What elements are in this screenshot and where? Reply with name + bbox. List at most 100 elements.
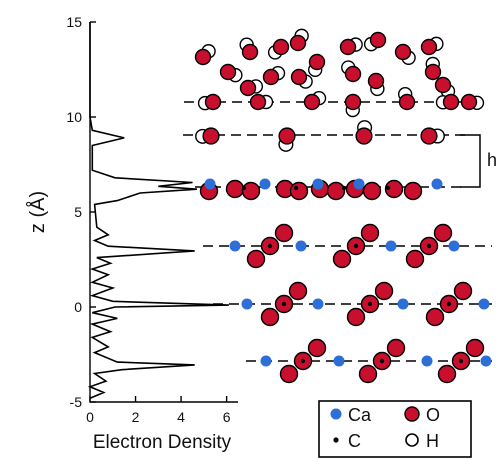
oxygen-atom <box>308 53 326 71</box>
y-tick-label: 10 <box>66 109 82 125</box>
oxygen-atom <box>288 281 308 301</box>
calcium-atom <box>448 240 460 252</box>
oxygen-atom <box>339 38 357 56</box>
oxygen-atom <box>246 249 266 269</box>
oxygen-atom <box>465 338 485 358</box>
oxygen-atom <box>420 127 438 145</box>
surface-structure: h <box>183 28 497 384</box>
oxygen-atom <box>278 127 296 145</box>
legend-c-label: C <box>348 431 361 451</box>
calcium-atom <box>480 355 492 367</box>
electron-density-curve <box>87 22 229 399</box>
oxygen-atom <box>453 281 473 301</box>
oxygen-atom <box>398 93 416 111</box>
oxygen-atom <box>374 281 394 301</box>
oxygen-atom <box>204 93 222 111</box>
carbon-atom <box>353 243 359 249</box>
oxygen-atom <box>332 249 352 269</box>
oxygen-atom <box>367 72 385 90</box>
oxygen-atom <box>290 68 308 86</box>
oxygen-atom <box>362 181 382 201</box>
oxygen-atom <box>355 127 373 145</box>
calcium-atom <box>421 355 433 367</box>
calcium-atom <box>333 355 345 367</box>
oxygen-atom <box>194 48 212 66</box>
calcium-atom <box>431 178 443 190</box>
oxygen-atom <box>344 65 362 83</box>
oxygen-atom <box>394 43 412 61</box>
calcium-atom <box>353 178 365 190</box>
x-tick-label: 4 <box>177 409 185 425</box>
oxygen-atom <box>437 364 457 384</box>
x-tick-label: 0 <box>86 409 94 425</box>
y-tick-label: 15 <box>66 14 82 30</box>
oxygen-atom <box>344 93 362 111</box>
oxygen-atom <box>425 307 445 327</box>
oxygen-atom <box>424 63 442 81</box>
legend-o-icon <box>404 406 420 422</box>
calcium-atom <box>295 240 307 252</box>
calcium-atom <box>241 298 253 310</box>
oxygen-atom <box>272 38 290 56</box>
oxygen-atom <box>405 249 425 269</box>
calcium-atom <box>397 298 409 310</box>
oxygen-atom <box>279 364 299 384</box>
carbon-atom <box>458 358 464 364</box>
carbon-atom <box>367 301 373 307</box>
carbon-atom <box>385 185 391 191</box>
x-tick-label: 2 <box>132 409 140 425</box>
oxygen-atom <box>433 223 453 243</box>
oxygen-atom <box>303 93 321 111</box>
carbon-atom <box>379 358 385 364</box>
h-label: h <box>487 150 497 170</box>
legend-c-icon <box>333 437 339 443</box>
oxygen-atom <box>225 179 245 199</box>
x-axis-label: Electron Density <box>93 432 232 453</box>
y-tick-label: -5 <box>70 394 83 410</box>
calcium-atom <box>385 240 397 252</box>
x-axis-ticks: 0 2 4 6 <box>86 396 231 425</box>
x-tick-label: 6 <box>223 409 231 425</box>
y-tick-label: 0 <box>74 299 82 315</box>
legend-ca-icon <box>330 408 342 420</box>
oxygen-atom <box>241 181 261 201</box>
oxygen-atom <box>434 76 452 94</box>
oxygen-atom <box>289 181 309 201</box>
oxygen-atom <box>249 93 267 111</box>
legend-box <box>318 400 472 458</box>
plot-frame <box>89 22 238 403</box>
legend-h-icon <box>405 433 419 447</box>
oxygen-atom <box>403 181 423 201</box>
calcium-atom <box>312 298 324 310</box>
oxygen-atom <box>307 338 327 358</box>
atoms <box>194 28 492 384</box>
oxygen-atom <box>274 223 294 243</box>
calcium-atom <box>204 178 216 190</box>
oxygen-atom <box>262 68 280 86</box>
oxygen-atom <box>358 364 378 384</box>
calcium-atom <box>259 178 271 190</box>
oxygen-atom <box>346 307 366 327</box>
oxygen-atom <box>241 43 259 61</box>
carbon-atom <box>426 243 432 249</box>
carbon-atom <box>293 185 299 191</box>
h-bracket <box>460 134 481 188</box>
calcium-atom <box>478 298 490 310</box>
oxygen-atom <box>239 79 257 97</box>
y-tick-label: 5 <box>74 204 82 220</box>
carbon-atom <box>446 301 452 307</box>
oxygen-atom <box>219 63 237 81</box>
oxygen-atom <box>442 93 460 111</box>
calcium-atom <box>260 355 272 367</box>
carbon-atom <box>281 301 287 307</box>
y-axis-label: z (Å) <box>26 191 49 233</box>
legend-o-label: O <box>426 405 440 425</box>
legend-h-label: H <box>426 431 439 451</box>
carbon-atom <box>341 185 347 191</box>
oxygen-atom <box>420 38 438 56</box>
oxygen-atom <box>386 338 406 358</box>
carbon-atom <box>267 243 273 249</box>
oxygen-atom <box>384 179 404 199</box>
